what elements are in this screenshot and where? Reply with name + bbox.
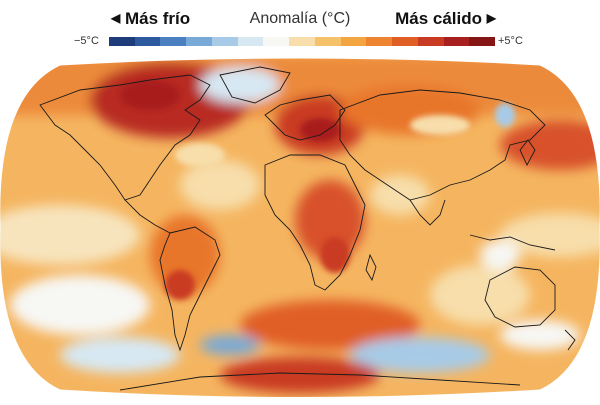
scale-swatch (443, 37, 470, 46)
scale-swatch (109, 37, 135, 46)
colder-label: ◀ Más frío (111, 9, 191, 28)
warmer-label: Más cálido ▶ (395, 9, 496, 28)
anomaly-field (0, 58, 600, 398)
left-arrow-icon: ◀ (111, 11, 121, 25)
legend-title: Anomalía (°C) (249, 10, 351, 27)
scale-swatch (417, 37, 444, 46)
scale-min-label: −5°C (74, 35, 99, 47)
scale-swatch (211, 37, 238, 46)
scale-swatch (392, 37, 418, 46)
globe-outline (0, 57, 600, 398)
legend-header: ◀ Más frío Anomalía (°C) Más cálido ▶ −5… (0, 0, 600, 56)
scale-swatch (186, 37, 212, 46)
scale-swatch (160, 37, 187, 46)
scale-swatch (289, 37, 315, 46)
scale-swatch (366, 37, 393, 46)
scale-swatch (237, 37, 264, 46)
color-scale-bar (109, 37, 496, 46)
scale-max-label: +5°C (498, 35, 523, 47)
scale-swatch (134, 37, 161, 46)
scale-swatch (469, 37, 496, 46)
right-arrow-icon: ▶ (486, 11, 496, 25)
scale-swatch (340, 37, 367, 46)
coastlines (39, 66, 576, 391)
scale-swatch (314, 37, 341, 46)
temperature-anomaly-map (0, 55, 600, 400)
scale-swatch (263, 37, 290, 46)
world-map-svg (0, 57, 600, 398)
